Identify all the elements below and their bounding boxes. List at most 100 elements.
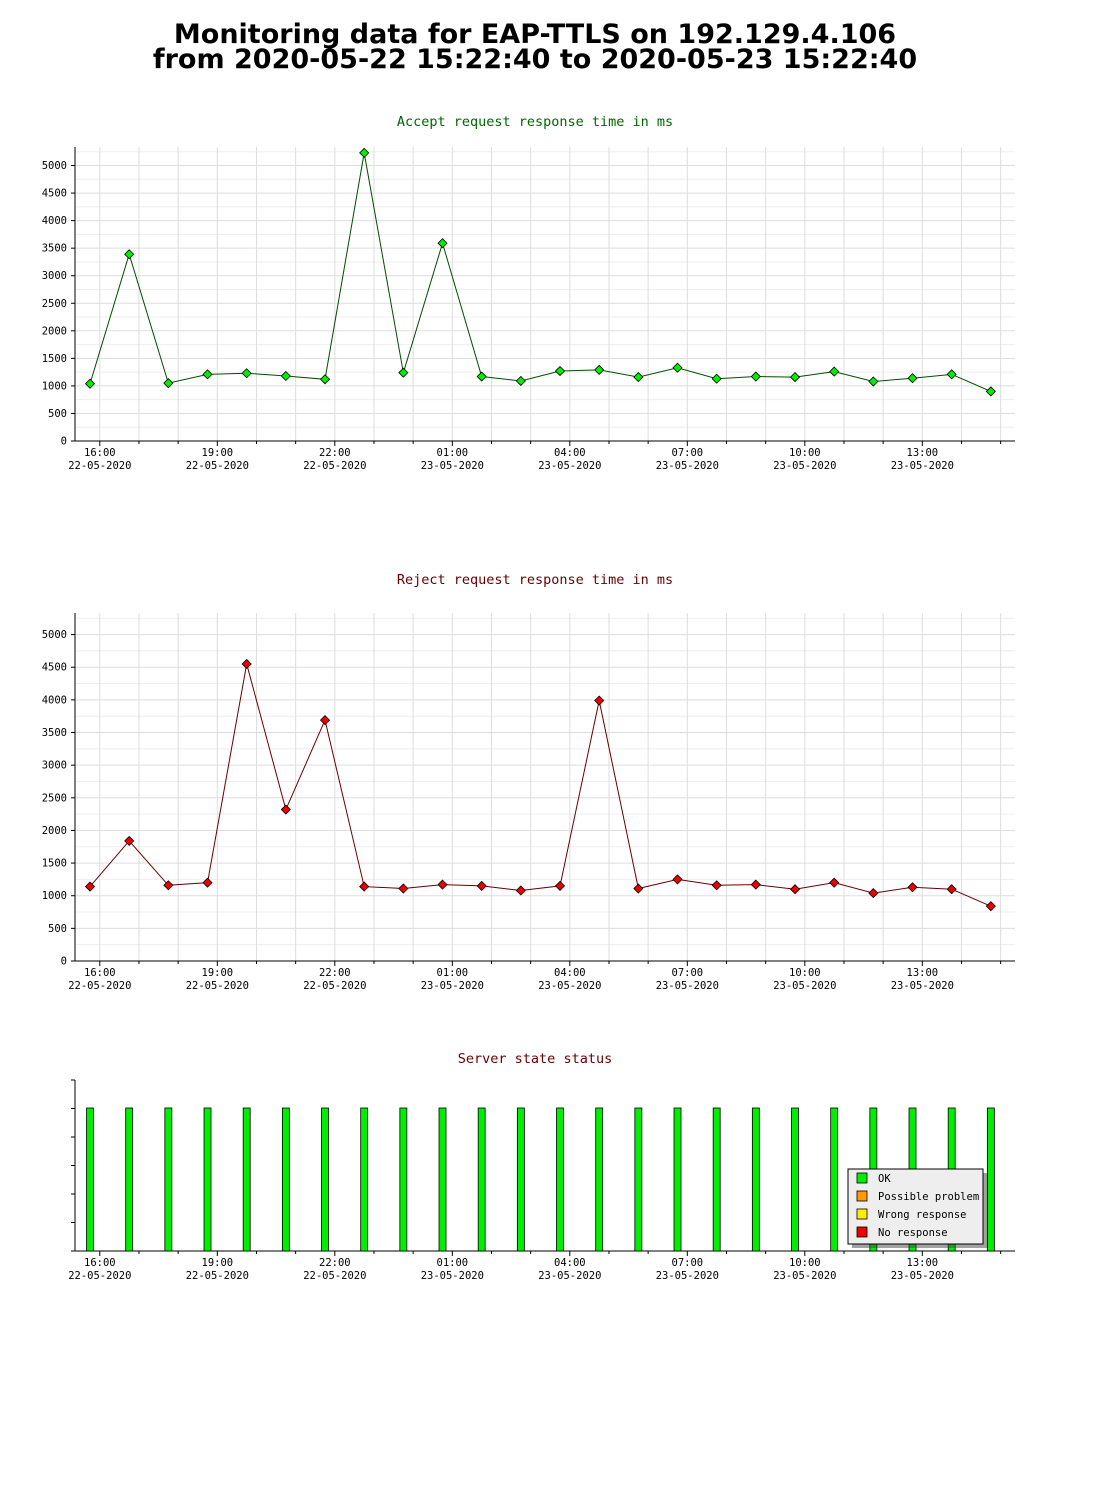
x-tick-label-date: 23-05-2020 xyxy=(773,460,836,472)
x-tick-label-date: 23-05-2020 xyxy=(891,460,954,472)
reject-data-point xyxy=(633,883,644,894)
reject-data-point xyxy=(359,881,370,892)
status-bar xyxy=(477,1107,486,1252)
x-tick-label-time: 10:00 xyxy=(789,967,821,979)
reject-data-point xyxy=(789,884,801,895)
x-tick-label-time: 13:00 xyxy=(907,1257,939,1269)
status-bar xyxy=(556,1107,564,1252)
legend-box xyxy=(847,1168,984,1245)
status-bar xyxy=(712,1107,721,1252)
x-tick-label-time: 16:00 xyxy=(84,967,116,979)
accept-data-point xyxy=(750,371,761,382)
accept-data-point xyxy=(437,238,448,249)
accept-data-point xyxy=(241,368,252,379)
reject-data-point xyxy=(985,901,996,912)
x-tick-label-time: 22:00 xyxy=(319,447,351,459)
accept-data-point xyxy=(398,367,409,378)
x-tick-label-time: 13:00 xyxy=(907,447,939,459)
y-tick-label: 1000 xyxy=(42,380,67,392)
status-bar xyxy=(399,1107,408,1252)
status-bar xyxy=(125,1107,134,1252)
x-tick-label-date: 22-05-2020 xyxy=(303,980,366,992)
accept-data-point xyxy=(554,365,566,377)
page-title-line-1: Monitoring data for EAP-TTLS on 192.129.… xyxy=(173,19,897,50)
page-title-line-2: from 2020-05-22 15:22:40 to 2020-05-23 1… xyxy=(152,44,918,75)
x-tick-label-time: 01:00 xyxy=(437,1257,469,1269)
accept-data-point xyxy=(359,147,370,158)
page-title: Monitoring data for EAP-TTLS on 192.129.… xyxy=(0,19,1070,75)
x-tick-label-time: 19:00 xyxy=(202,967,234,979)
x-tick-label-date: 22-05-2020 xyxy=(68,1270,131,1282)
reject-data-point xyxy=(202,877,213,888)
x-tick-label-date: 23-05-2020 xyxy=(538,460,601,472)
status-bar xyxy=(164,1107,173,1252)
y-tick-label: 5000 xyxy=(42,629,67,641)
x-tick-label-date: 23-05-2020 xyxy=(421,980,484,992)
reject-series-line xyxy=(89,663,992,907)
accept-data-point xyxy=(84,378,96,389)
y-tick-label: 2000 xyxy=(42,325,67,337)
status-bar xyxy=(321,1107,329,1252)
accept-chart-title: Accept request response time in ms xyxy=(397,114,673,130)
reject-data-point xyxy=(476,880,487,891)
x-tick-label-time: 10:00 xyxy=(789,447,821,459)
reject-data-point xyxy=(594,695,605,706)
x-tick-label-time: 16:00 xyxy=(84,447,116,459)
legend-swatch xyxy=(856,1226,868,1238)
reject-data-point xyxy=(437,879,448,890)
y-tick-label: 1500 xyxy=(42,353,67,365)
x-tick-label-date: 23-05-2020 xyxy=(656,980,719,992)
accept-data-point xyxy=(163,378,174,389)
y-tick-label: 500 xyxy=(48,408,67,420)
x-tick-label-date: 22-05-2020 xyxy=(186,1270,249,1282)
status-bar xyxy=(438,1107,447,1252)
x-tick-label-time: 07:00 xyxy=(672,1257,704,1269)
legend-label: OK xyxy=(878,1173,891,1185)
y-tick-label: 2000 xyxy=(42,825,67,837)
accept-data-point xyxy=(124,249,135,260)
x-tick-label-time: 22:00 xyxy=(319,967,351,979)
y-tick-label: 3500 xyxy=(42,727,67,739)
status-bar xyxy=(791,1107,799,1252)
y-tick-label: 2500 xyxy=(42,298,67,310)
accept-data-point xyxy=(476,371,487,382)
reject-data-point xyxy=(829,877,840,888)
x-tick-label-date: 22-05-2020 xyxy=(186,980,249,992)
accept-data-point xyxy=(202,369,213,380)
x-tick-label-date: 22-05-2020 xyxy=(303,1270,366,1282)
status-legend: OK Possible problem Wrong response No respo… xyxy=(847,1168,987,1248)
reject-data-point xyxy=(84,881,96,892)
x-tick-label-date: 23-05-2020 xyxy=(891,980,954,992)
reject-data-point xyxy=(163,880,174,891)
status-chart-title: Server state status xyxy=(458,1051,612,1067)
accept-data-point xyxy=(515,375,526,387)
y-tick-label: 3500 xyxy=(42,243,67,255)
x-tick-label-time: 07:00 xyxy=(672,967,704,979)
x-tick-label-date: 23-05-2020 xyxy=(538,1270,601,1282)
y-tick-label: 0 xyxy=(61,436,67,448)
status-bar xyxy=(203,1107,212,1252)
legend-swatch xyxy=(856,1172,868,1184)
y-tick-label: 3000 xyxy=(42,270,67,282)
accept-data-point xyxy=(711,373,722,384)
legend-swatch xyxy=(856,1190,868,1202)
legend-label: Possible problem xyxy=(878,1191,979,1203)
reject-data-point xyxy=(868,888,879,899)
reject-response-time-chart: Reject request response time in ms 16:00… xyxy=(42,572,1015,992)
x-tick-label-date: 22-05-2020 xyxy=(68,980,131,992)
reject-data-point xyxy=(711,880,722,891)
accept-data-point xyxy=(789,372,801,383)
accept-data-point xyxy=(319,374,331,385)
x-tick-label-time: 16:00 xyxy=(84,1257,116,1269)
x-tick-label-date: 22-05-2020 xyxy=(186,460,249,472)
y-tick-label: 2500 xyxy=(42,792,67,804)
reject-data-point xyxy=(241,658,252,670)
status-bar xyxy=(86,1107,94,1252)
x-tick-label-time: 04:00 xyxy=(554,1257,586,1269)
x-tick-label-time: 04:00 xyxy=(554,447,586,459)
accept-data-point xyxy=(946,369,957,380)
legend-label: Wrong response xyxy=(878,1209,967,1221)
accept-data-point xyxy=(868,376,879,387)
x-tick-label-date: 23-05-2020 xyxy=(656,460,719,472)
accept-data-point xyxy=(829,366,840,377)
